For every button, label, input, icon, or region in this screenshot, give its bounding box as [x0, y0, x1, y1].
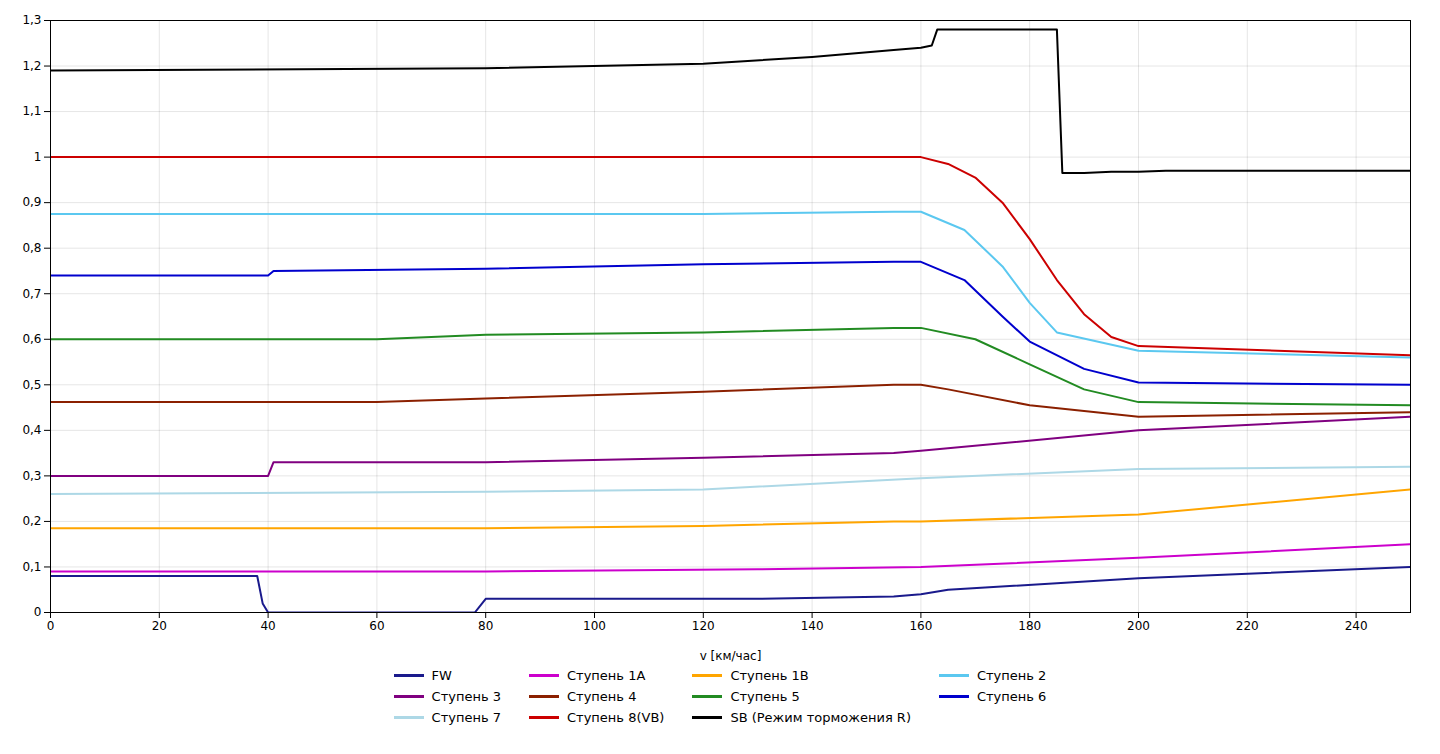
html-text:Ступень 1В: Ступень 1В — [730, 668, 809, 683]
svg-text:0: 0 — [34, 605, 42, 619]
svg-text:60: 60 — [369, 619, 384, 633]
svg-text:220: 220 — [1236, 619, 1259, 633]
svg-text:0,5: 0,5 — [22, 378, 41, 392]
svg-text:80: 80 — [478, 619, 493, 633]
svg-text:140: 140 — [801, 619, 824, 633]
html-text:Ступень 5: Ступень 5 — [730, 689, 800, 704]
svg-text:0,9: 0,9 — [22, 195, 41, 209]
html-text:SB (Режим торможения R): SB (Режим торможения R) — [730, 710, 911, 725]
svg-text:160: 160 — [909, 619, 932, 633]
html-text:FW: FW — [431, 668, 452, 683]
svg-text:1,2: 1,2 — [22, 59, 41, 73]
html-text:Ступень 2: Ступень 2 — [977, 668, 1047, 683]
svg-text:0,2: 0,2 — [22, 514, 41, 528]
html-text:Ступень 3: Ступень 3 — [431, 689, 501, 704]
html-text:Ступень 1А: Ступень 1А — [567, 668, 646, 683]
svg-text:200: 200 — [1127, 619, 1150, 633]
svg-text:100: 100 — [583, 619, 606, 633]
svg-text:0,3: 0,3 — [22, 469, 41, 483]
svg-text:0,4: 0,4 — [22, 423, 41, 437]
html-text:Ступень 4: Ступень 4 — [567, 689, 637, 704]
svg-text:0,7: 0,7 — [22, 287, 41, 301]
svg-text:40: 40 — [260, 619, 275, 633]
svg-text:180: 180 — [1018, 619, 1041, 633]
svg-text:0: 0 — [47, 619, 55, 633]
html-text:Ступень 6: Ступень 6 — [977, 689, 1047, 704]
svg-text:20: 20 — [152, 619, 167, 633]
svg-text:0,8: 0,8 — [22, 241, 41, 255]
svg-text:1,3: 1,3 — [22, 13, 41, 27]
svg-text:120: 120 — [692, 619, 715, 633]
svg-text:0,1: 0,1 — [22, 560, 41, 574]
svg-text:0,6: 0,6 — [22, 332, 41, 346]
html-text:Ступень 7: Ступень 7 — [431, 710, 501, 725]
svg-text:v [км/час]: v [км/час] — [700, 649, 762, 663]
html-text:Ступень 8(VB): Ступень 8(VB) — [567, 710, 665, 725]
svg-text:1: 1 — [34, 150, 42, 164]
svg-text:240: 240 — [1345, 619, 1368, 633]
svg-text:1,1: 1,1 — [22, 104, 41, 118]
